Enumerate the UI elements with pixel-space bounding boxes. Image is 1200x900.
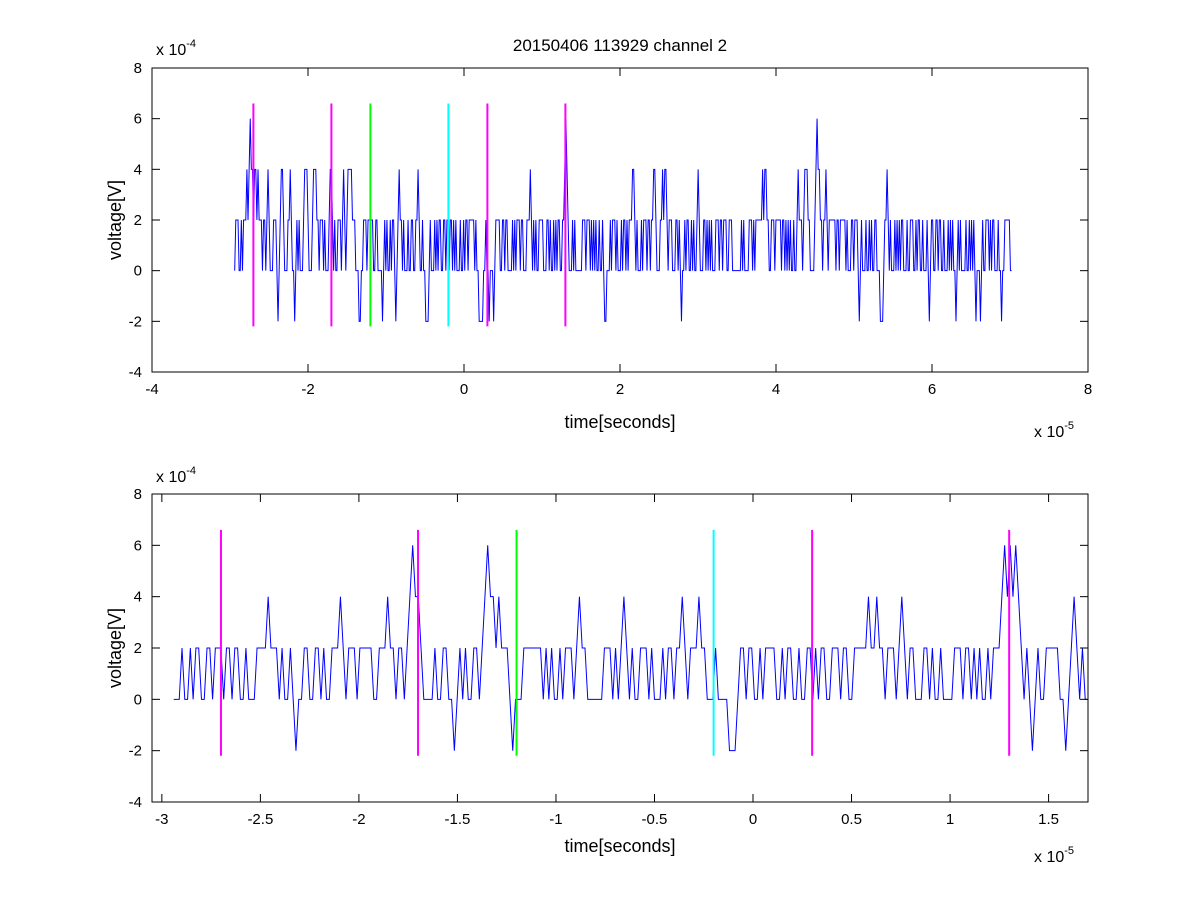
bottom-y-tick-label: 8: [134, 486, 142, 503]
top-y-tick-label: 4: [134, 161, 142, 178]
top-plot-y-exponent: x 10-4: [156, 38, 196, 59]
bottom-x-tick-label: 1.5: [1038, 811, 1059, 828]
bottom-x-tick-label: -2.5: [247, 811, 273, 828]
bottom-x-tick-label: -1: [549, 811, 562, 828]
top-y-tick-label: 0: [134, 263, 142, 280]
bottom-x-tick-label: -0.5: [642, 811, 668, 828]
top-y-tick-label: -2: [129, 313, 142, 330]
top-y-tick-label: 2: [134, 212, 142, 229]
top-x-tick-label: 4: [772, 381, 780, 398]
top-x-tick-label: 0: [460, 381, 468, 398]
bottom-plot-x-axis-label: time[seconds]: [564, 836, 675, 856]
bottom-x-tick-label: -2: [352, 811, 365, 828]
bottom-x-tick-label: 1: [946, 811, 954, 828]
top-y-tick-label: 6: [134, 111, 142, 128]
top-y-tick-label: -4: [129, 364, 142, 381]
top-plot-y-axis-label: voltage[V]: [105, 180, 125, 260]
bottom-plot-signal-group: [173, 545, 1088, 752]
top-plot-x-exponent: x 10-5: [1034, 420, 1074, 441]
top-x-tick-label: 8: [1084, 381, 1092, 398]
bottom-y-tick-label: 0: [134, 691, 142, 708]
top-x-tick-label: 2: [616, 381, 624, 398]
bottom-y-tick-label: -4: [129, 794, 142, 811]
top-plot-x-exponent-power: -5: [1064, 420, 1074, 432]
top-plot-markers-group: [252, 103, 567, 327]
bottom-plot-y-exponent: x 10-4: [156, 465, 196, 486]
bottom-y-tick-label: 6: [134, 537, 142, 554]
bottom-plot-y-exponent-base: x 10: [156, 469, 186, 486]
bottom-x-tick-label: 0: [749, 811, 757, 828]
top-x-tick-label: -2: [301, 381, 314, 398]
top-x-tick-label: -4: [145, 381, 158, 398]
bottom-signal-line: [173, 545, 1088, 752]
bottom-plot-x-exponent: x 10-5: [1034, 845, 1074, 866]
bottom-x-tick-label: -3: [155, 811, 168, 828]
top-plot: -4 -2 0 2 4 6 8 -4 -2 0 2 4 6 8 time[seconds] voltag…: [105, 38, 1092, 441]
top-plot-x-axis-label: time[seconds]: [564, 412, 675, 432]
bottom-plot-y-ticks: -4 -2 0 2 4 6 8: [129, 486, 1088, 811]
bottom-y-tick-label: 2: [134, 640, 142, 657]
bottom-plot-x-ticks: -3 -2.5 -2 -1.5 -1 -0.5 0 0.5 1 1.5: [155, 494, 1059, 828]
bottom-y-tick-label: -2: [129, 743, 142, 760]
top-plot-x-ticks: -4 -2 0 2 4 6 8: [145, 68, 1092, 398]
bottom-plot-y-axis-label: voltage[V]: [105, 608, 125, 688]
top-plot-x-exponent-base: x 10: [1034, 424, 1064, 441]
bottom-y-tick-label: 4: [134, 589, 142, 606]
bottom-x-tick-label: 0.5: [841, 811, 862, 828]
top-x-tick-label: 6: [928, 381, 936, 398]
figure-title: 20150406 113929 channel 2: [513, 36, 727, 55]
bottom-plot-x-exponent-base: x 10: [1034, 849, 1064, 866]
bottom-x-tick-label: -1.5: [445, 811, 471, 828]
top-signal-line: [234, 118, 1012, 322]
bottom-plot: -3 -2.5 -2 -1.5 -1 -0.5 0 0.5 1 1.5 -4 -2 0 2 4 6 8 tim…: [105, 465, 1089, 866]
top-y-tick-label: 8: [134, 60, 142, 77]
top-plot-signal-group: [234, 118, 1012, 322]
top-plot-y-exponent-power: -4: [186, 38, 196, 50]
top-plot-y-ticks: -4 -2 0 2 4 6 8: [129, 60, 1088, 381]
top-plot-y-exponent-base: x 10: [156, 42, 186, 59]
bottom-plot-x-exponent-power: -5: [1064, 845, 1074, 857]
bottom-plot-markers-group: [219, 529, 1011, 756]
bottom-plot-y-exponent-power: -4: [186, 465, 196, 477]
